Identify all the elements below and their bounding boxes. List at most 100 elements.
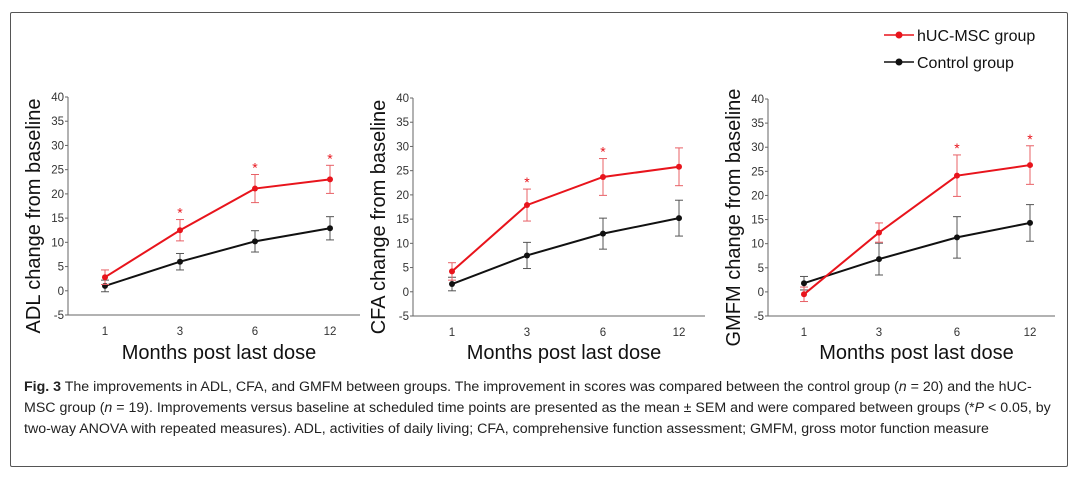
data-point [252,238,258,245]
significance-marker: * [327,150,333,166]
series-line [104,227,331,287]
y-tick-label: -5 [54,310,64,322]
y-tick-label: 20 [51,189,64,201]
data-point [327,176,333,183]
y-tick-label: 25 [396,166,409,178]
data-point [1027,219,1033,226]
y-tick-label: 25 [751,166,764,178]
data-point [449,281,455,288]
data-point [327,225,333,232]
caption-segment: The improvements in ADL, CFA, and GMFM b… [61,379,899,395]
y-tick-label: 10 [751,239,764,251]
y-tick-label: 15 [51,213,64,225]
data-point [177,258,183,265]
chart-panel-3: 40 35 30 25 20 15 10 5 0 -5 1 3 6 12 Months post last … [723,89,1055,364]
significance-marker: * [1027,131,1033,147]
data-point [801,280,807,287]
series-control-group [800,204,1034,291]
y-tick-label: 5 [758,263,764,275]
data-point [600,173,606,180]
y-tick-label: 40 [51,92,64,104]
series-line [451,165,680,273]
x-tick-label: 1 [102,326,108,338]
y-tick-label: 30 [396,141,409,153]
y-tick-label: 0 [58,286,64,298]
y-tick-label: 0 [403,287,409,299]
y-tick-label: 0 [758,287,764,299]
data-point [876,256,882,263]
x-tick-label: 1 [449,327,455,339]
figure-caption: Fig. 3 The improvements in ADL, CFA, and… [24,377,1054,440]
y-tick-label: 35 [396,117,409,129]
legend-label: hUC-MSC group [917,28,1035,45]
y-axis-label: CFA change from baseline [368,100,390,335]
series-control-group [101,216,334,293]
x-tick-label: 3 [876,327,882,339]
legend-marker [895,31,903,39]
data-point [876,229,882,236]
x-tick-label: 6 [600,327,606,339]
data-point [676,163,682,170]
significance-marker: * [177,205,183,221]
legend: hUC-MSC group Control group [884,28,1035,72]
x-tick-label: 3 [177,326,183,338]
y-tick-label: 30 [51,140,64,152]
caption-segment: = 20) and the hUC-MSC group ( [24,379,1032,416]
series-line [803,164,1031,296]
data-point [524,202,530,209]
series-line [104,178,331,279]
data-point [954,172,960,179]
series-line [451,217,680,285]
data-point [524,252,530,259]
series-huc-msc-group [800,145,1034,303]
caption-segment: = 19). Improvements versus baseline at s… [112,400,975,416]
legend-marker [895,58,903,66]
y-tick-label: 35 [51,116,64,128]
chart-panel-2: 40 35 30 25 20 15 10 5 0 -5 1 3 6 12 Months post last … [368,93,705,364]
y-tick-label: 40 [396,93,409,105]
y-tick-label: -5 [754,311,764,323]
data-point [177,227,183,234]
data-point [1027,162,1033,169]
y-tick-label: 20 [396,190,409,202]
significance-marker: * [954,140,960,156]
caption-segment: < 0.05, by two-way ANOVA with repeated m… [24,400,1051,437]
y-tick-label: 40 [751,94,764,106]
caption-segment: n [104,400,113,416]
data-point [954,234,960,241]
series-control-group [448,199,683,292]
x-axis-label: Months post last dose [467,342,662,364]
y-tick-label: 5 [403,263,409,275]
x-tick-label: 1 [801,327,807,339]
data-point [676,215,682,222]
x-axis-label: Months post last dose [819,342,1014,364]
data-point [449,268,455,275]
y-tick-label: 15 [396,214,409,226]
y-tick-label: 10 [396,238,409,250]
y-tick-label: 25 [51,165,64,177]
y-tick-label: 35 [751,118,764,130]
caption-segment: P [974,400,985,416]
legend-label: Control group [917,55,1014,72]
x-tick-label: 6 [954,327,960,339]
data-point [252,185,258,192]
significance-marker: * [600,144,606,160]
chart-panel-1: 40 35 30 25 20 15 10 5 0 -5 1 3 6 12 Months post last … [23,92,360,364]
y-tick-label: 20 [751,190,764,202]
x-tick-label: 12 [1024,327,1037,339]
series-huc-msc-group [448,147,683,281]
caption-label: Fig. 3 [24,379,62,395]
y-tick-label: 15 [751,215,764,227]
y-tick-label: -5 [399,311,409,323]
significance-marker: * [524,174,530,190]
x-tick-label: 6 [252,326,258,338]
significance-marker: * [252,160,258,176]
data-point [801,291,807,298]
figure-frame [10,12,1068,467]
y-tick-label: 10 [51,237,64,249]
x-tick-label: 3 [524,327,530,339]
x-tick-label: 12 [673,327,686,339]
y-tick-label: 5 [58,262,64,274]
data-point [600,230,606,237]
